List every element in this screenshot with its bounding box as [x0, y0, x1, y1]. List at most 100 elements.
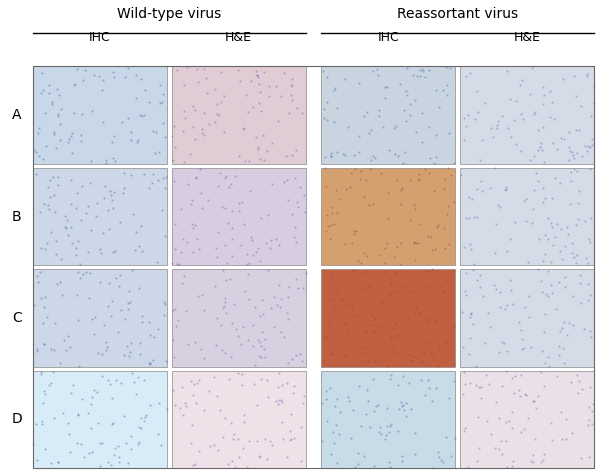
Point [203, 197, 213, 204]
Point [46, 228, 56, 236]
Point [169, 177, 178, 184]
Point [466, 245, 476, 253]
Point [521, 391, 530, 398]
Point [140, 86, 149, 93]
Point [193, 235, 202, 243]
Point [255, 312, 265, 319]
Point [299, 392, 308, 400]
Point [214, 182, 223, 189]
Point [211, 85, 220, 92]
Point [233, 369, 243, 377]
Point [287, 96, 297, 104]
Text: Wild-type virus: Wild-type virus [117, 7, 221, 21]
Point [256, 354, 266, 361]
Point [506, 133, 516, 140]
Point [521, 218, 531, 225]
Point [350, 151, 359, 159]
Point [58, 409, 67, 417]
Point [62, 217, 72, 224]
Point [99, 321, 109, 329]
Point [266, 304, 275, 312]
Point [523, 258, 533, 266]
Point [433, 362, 442, 369]
Point [244, 260, 254, 267]
Point [334, 313, 343, 321]
Point [524, 292, 534, 300]
Point [461, 72, 471, 80]
Point [291, 276, 301, 283]
FancyBboxPatch shape [322, 168, 455, 265]
Point [52, 250, 61, 258]
Point [202, 74, 211, 82]
Point [181, 307, 191, 315]
Point [585, 384, 595, 391]
Point [85, 179, 95, 186]
Point [133, 440, 143, 447]
Point [446, 171, 456, 178]
Point [182, 63, 192, 71]
Point [493, 122, 502, 129]
Point [580, 217, 590, 225]
Point [129, 378, 139, 386]
Point [218, 267, 227, 274]
Point [516, 147, 526, 154]
Point [586, 238, 595, 245]
Point [557, 409, 566, 416]
Point [356, 422, 365, 430]
Point [174, 260, 184, 268]
Point [482, 417, 492, 424]
Point [566, 169, 575, 176]
Point [565, 201, 574, 208]
Point [552, 372, 562, 379]
Point [236, 242, 246, 249]
Point [235, 454, 244, 461]
Point [179, 81, 189, 88]
Point [75, 274, 85, 282]
Point [398, 401, 408, 408]
Point [584, 403, 593, 411]
Point [82, 268, 91, 276]
Point [332, 395, 341, 403]
Point [567, 429, 577, 437]
Point [391, 122, 400, 130]
Point [87, 448, 97, 456]
Point [39, 303, 49, 310]
Point [439, 224, 449, 232]
Point [275, 303, 285, 311]
Point [385, 458, 394, 465]
Point [252, 71, 262, 79]
Point [158, 98, 167, 106]
Point [405, 100, 415, 107]
Point [92, 389, 102, 396]
Point [260, 335, 269, 343]
Point [547, 259, 556, 266]
Point [277, 329, 286, 336]
Point [406, 287, 415, 294]
Point [558, 75, 568, 82]
Point [73, 410, 83, 417]
Point [346, 169, 356, 177]
Point [215, 169, 225, 176]
Point [558, 345, 568, 352]
Point [449, 198, 458, 206]
Point [528, 458, 538, 465]
Point [511, 140, 520, 148]
Point [230, 172, 240, 180]
Point [244, 158, 254, 165]
Point [101, 346, 111, 354]
Point [340, 320, 350, 328]
Point [543, 214, 553, 221]
Point [535, 144, 544, 151]
Point [326, 152, 335, 159]
Point [119, 169, 129, 176]
Point [323, 73, 332, 81]
Point [572, 167, 581, 175]
Point [36, 370, 46, 378]
Point [385, 464, 395, 471]
Point [39, 340, 49, 348]
Point [126, 432, 136, 440]
Point [47, 98, 56, 105]
Point [568, 151, 578, 159]
Point [87, 315, 97, 323]
Point [560, 273, 570, 281]
